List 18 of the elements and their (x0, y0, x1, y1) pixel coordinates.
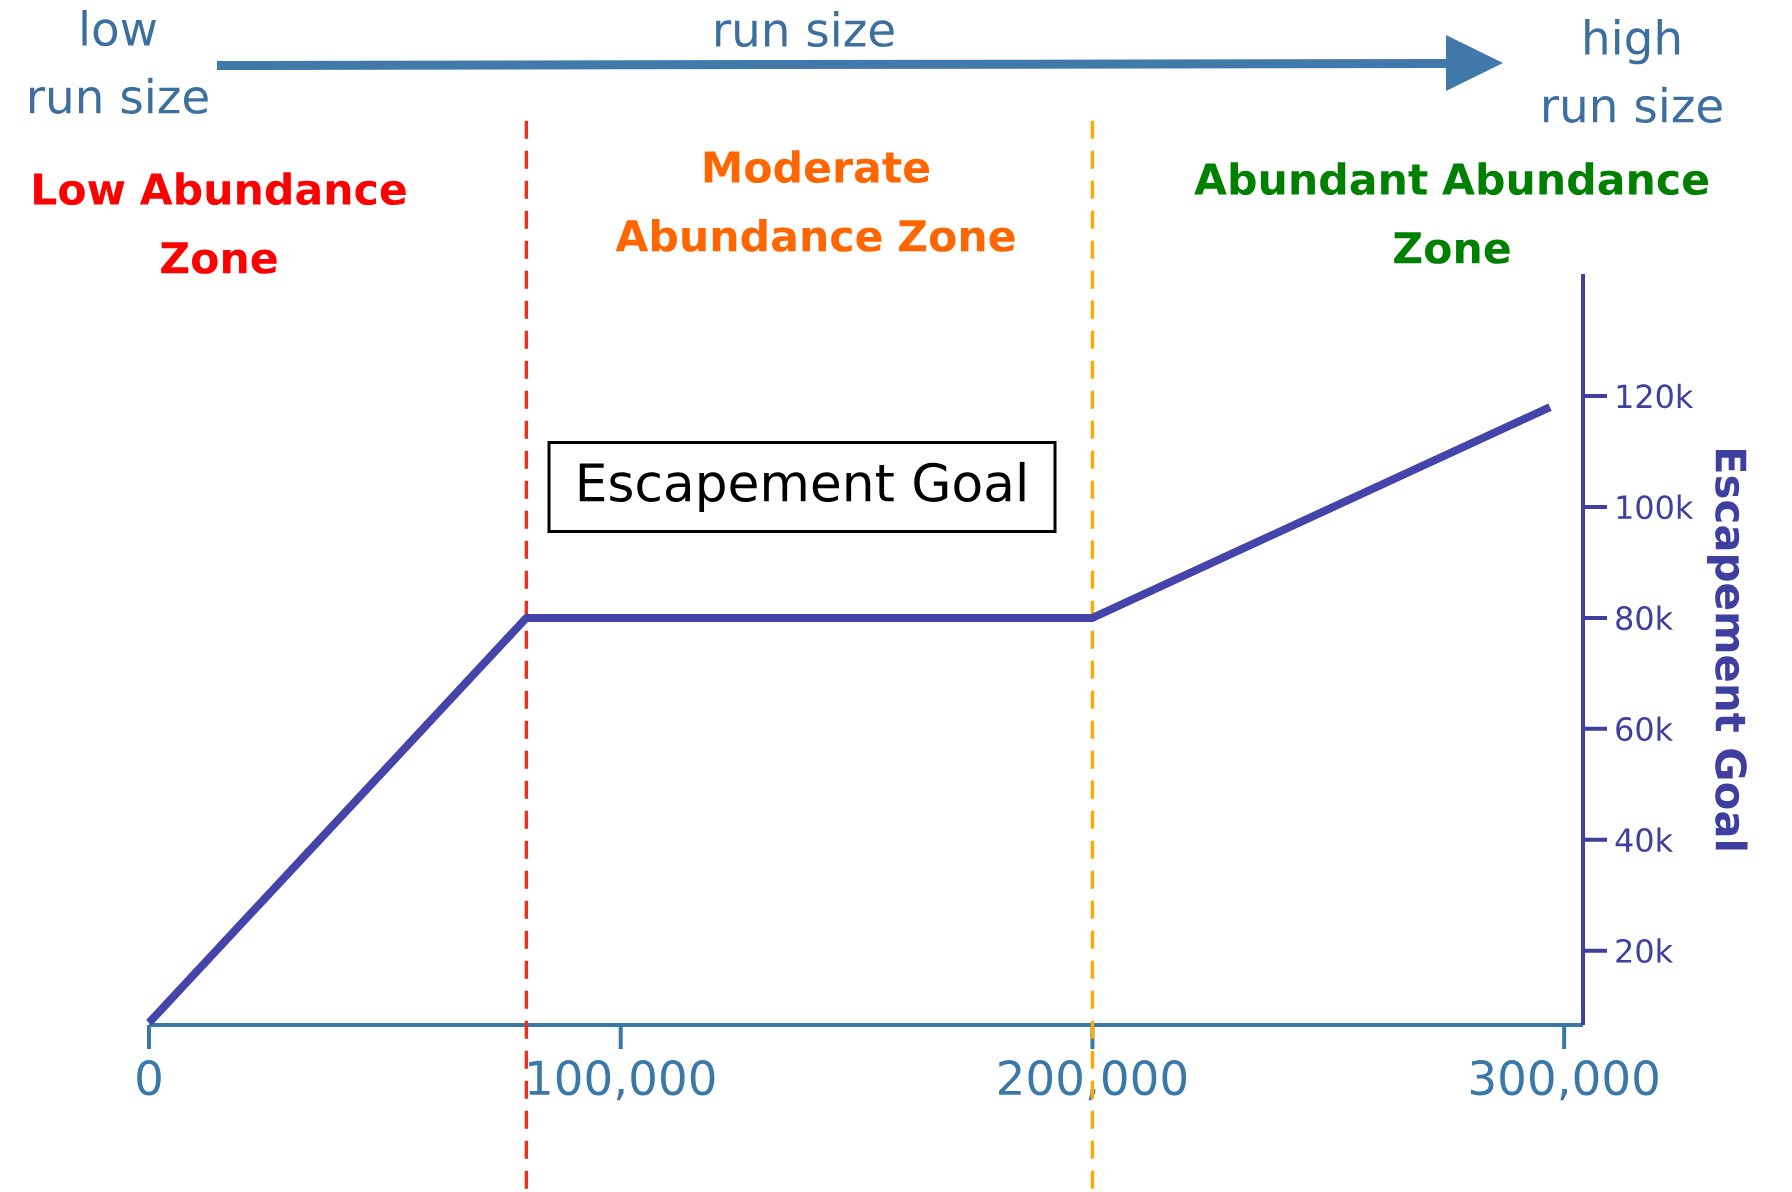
y2-tick-label: 60k (1616, 716, 1673, 742)
text: Low Abundance Zone (34, 172, 406, 274)
text: run size (716, 10, 894, 48)
y2-tick-label: 80k (1616, 605, 1673, 631)
x-tick-label: 100,000 (529, 1060, 715, 1101)
annotation: Escapement Goal (579, 461, 1025, 513)
y2-axis-title: Escapement Goal (1707, 449, 1748, 850)
text: Moderate Abundance Zone (615, 150, 1015, 252)
x-tick-label: 0 (137, 1060, 161, 1096)
text: Abundant Abundance Zone (1194, 162, 1709, 264)
x-tick-label: 200,000 (999, 1060, 1187, 1101)
y2-tick-label: 100k (1617, 494, 1694, 520)
y2-tick-label: 20k (1616, 938, 1673, 963)
text: high run size (1544, 19, 1722, 123)
y2-tick-label: 40k (1615, 827, 1673, 853)
x-tick-label: 300,000 (1470, 1060, 1658, 1101)
y2-tick-label: 120k (1617, 383, 1694, 409)
text: low run size (30, 10, 208, 114)
